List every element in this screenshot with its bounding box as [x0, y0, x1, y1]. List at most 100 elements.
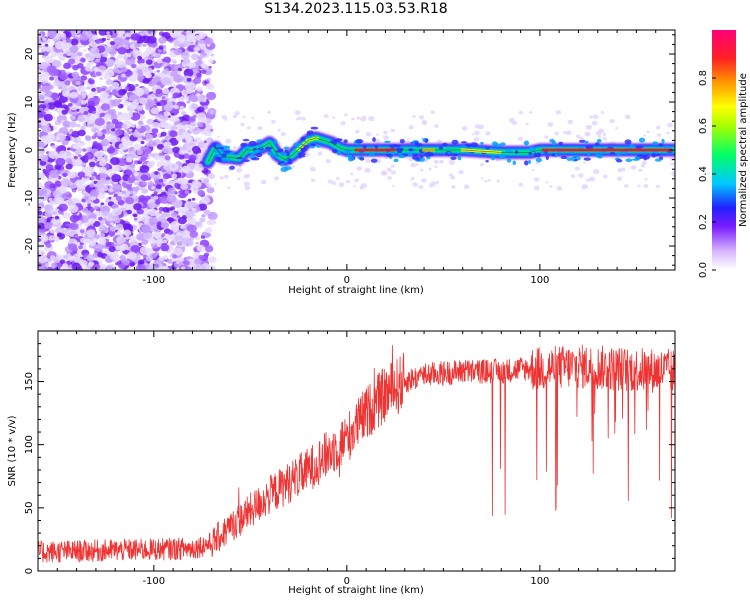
- spectrogram-ytick-label: -20: [24, 238, 35, 254]
- noise-blob: [186, 224, 197, 233]
- noise-blob: [130, 244, 141, 253]
- noise-blob: [55, 136, 60, 141]
- noise-blob: [46, 65, 57, 74]
- noise-blob: [93, 220, 101, 228]
- noise-blob: [160, 234, 165, 238]
- noise-blob: [667, 122, 674, 128]
- noise-blob: [473, 137, 480, 142]
- noise-blob: [376, 133, 379, 136]
- ridge-fringe: [332, 149, 338, 154]
- noise-blob: [62, 212, 71, 219]
- noise-blob: [59, 259, 66, 264]
- noise-blob: [129, 163, 135, 168]
- noise-blob: [158, 155, 166, 162]
- noise-blob: [206, 129, 211, 133]
- noise-blob: [123, 131, 130, 137]
- noise-blob: [602, 133, 606, 137]
- noise-blob: [219, 176, 224, 180]
- noise-blob: [200, 196, 211, 205]
- noise-blob: [191, 207, 196, 212]
- ridge-fringe: [393, 144, 401, 148]
- noise-blob: [71, 189, 77, 193]
- noise-blob: [364, 167, 371, 173]
- noise-blob: [140, 174, 149, 182]
- noise-blob: [73, 256, 81, 263]
- noise-blob: [80, 100, 87, 105]
- noise-blob: [383, 130, 388, 135]
- noise-blob: [624, 114, 631, 120]
- noise-blob: [125, 235, 130, 240]
- noise-blob: [84, 151, 94, 160]
- noise-blob: [183, 68, 194, 77]
- spectrogram-ytick-label: -10: [24, 190, 35, 206]
- noise-blob: [130, 63, 137, 69]
- noise-blob: [72, 144, 79, 149]
- noise-blob: [45, 242, 52, 248]
- noise-blob: [278, 141, 282, 144]
- noise-blob: [38, 266, 46, 270]
- ridge-fringe: [558, 141, 563, 146]
- noise-blob: [413, 182, 416, 185]
- noise-blob: [433, 159, 439, 164]
- noise-blob: [191, 103, 199, 110]
- noise-blob: [172, 254, 178, 259]
- noise-blob: [174, 116, 180, 122]
- noise-blob: [127, 176, 136, 184]
- snr-ytick-label: 50: [24, 501, 35, 514]
- noise-blob: [89, 183, 95, 188]
- noise-blob: [670, 162, 675, 166]
- noise-blob: [196, 72, 202, 78]
- noise-blob: [154, 211, 160, 216]
- ridge-fringe: [355, 138, 364, 144]
- noise-blob: [390, 128, 396, 133]
- ridge-fringe: [594, 142, 600, 146]
- noise-blob: [116, 30, 123, 35]
- noise-blob: [531, 168, 535, 172]
- noise-blob: [161, 183, 166, 187]
- ridge-fringe: [347, 156, 354, 162]
- noise-blob: [54, 215, 60, 220]
- noise-blob: [134, 43, 140, 48]
- ridge-fringe: [240, 142, 248, 147]
- noise-blob: [176, 261, 180, 264]
- noise-blob: [153, 98, 158, 102]
- noise-blob: [390, 170, 397, 175]
- ridge-fringe: [596, 138, 602, 143]
- noise-blob: [192, 35, 197, 39]
- noise-blob: [64, 80, 71, 86]
- noise-blob: [147, 140, 157, 148]
- noise-blob: [203, 178, 210, 183]
- noise-blob: [129, 235, 137, 242]
- noise-blob: [134, 181, 140, 186]
- noise-blob: [199, 217, 206, 223]
- noise-blob: [208, 59, 214, 64]
- noise-blob: [85, 30, 92, 37]
- colorbar-tick-label: 0.6: [698, 118, 709, 134]
- noise-blob: [54, 180, 62, 187]
- noise-blob: [62, 86, 68, 92]
- noise-blob: [154, 171, 159, 175]
- noise-blob: [75, 202, 80, 207]
- ridge-fringe: [226, 158, 232, 162]
- ridge-fringe: [528, 146, 536, 152]
- noise-blob: [187, 198, 192, 202]
- noise-blob: [111, 174, 122, 183]
- noise-blob: [119, 204, 128, 212]
- noise-blob: [574, 166, 580, 171]
- ridge-fringe: [505, 150, 514, 154]
- noise-blob: [451, 185, 456, 189]
- noise-blob: [95, 129, 100, 133]
- figure-title: S134.2023.115.03.53.R18: [264, 1, 448, 17]
- ridge-fringe: [566, 157, 573, 161]
- noise-blob: [65, 38, 73, 44]
- noise-blob: [56, 232, 63, 238]
- noise-blob: [291, 165, 295, 168]
- noise-blob: [146, 118, 155, 125]
- noise-blob: [243, 181, 250, 187]
- noise-blob: [38, 108, 43, 116]
- noise-blob: [191, 127, 201, 135]
- noise-blob: [421, 178, 427, 183]
- noise-blob: [66, 147, 71, 151]
- noise-blob: [124, 86, 129, 91]
- noise-blob: [74, 233, 79, 237]
